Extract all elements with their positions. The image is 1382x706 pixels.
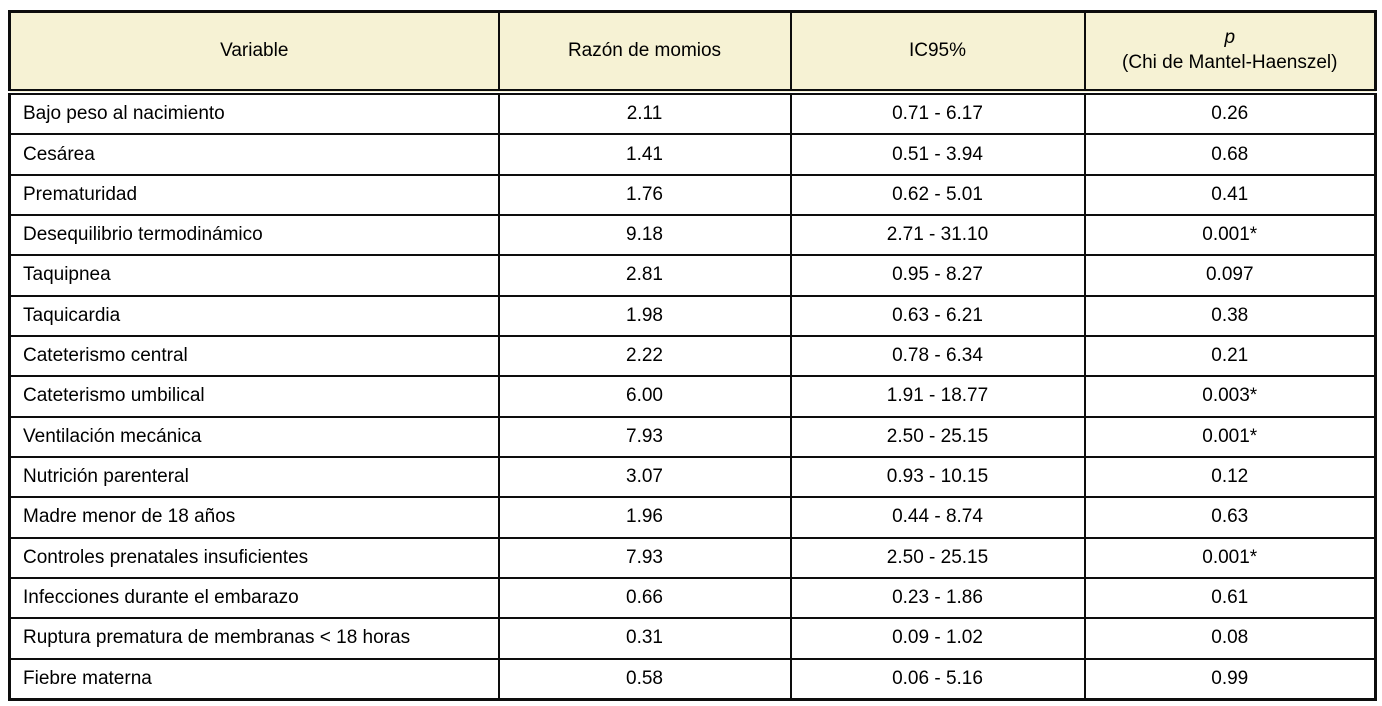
variable-cell: Infecciones durante el embarazo	[8, 576, 500, 620]
variable-cell: Controles prenatales insuficientes	[8, 536, 500, 579]
odds-ratio-cell: 2.11	[497, 90, 792, 136]
variable-cell: Ruptura prematura de membranas < 18 hora…	[8, 617, 500, 660]
header-ci: IC95%	[789, 10, 1086, 95]
table-row: Infecciones durante el embarazo 0.66 0.2…	[8, 576, 1377, 620]
variable-cell: Prematuridad	[8, 173, 500, 217]
variable-cell: Cateterismo central	[8, 334, 500, 378]
table-body: Bajo peso al nacimiento 2.11 0.71 - 6.17…	[8, 90, 1377, 701]
odds-ratio-cell: 7.93	[497, 415, 792, 458]
header-p-symbol: p	[1224, 27, 1236, 49]
table-row: Taquicardia 1.98 0.63 - 6.21 0.38	[8, 294, 1377, 337]
header-variable: Variable	[8, 10, 500, 95]
header-p-test-name: (Chi de Mantel-Haenszel)	[1122, 52, 1338, 73]
table-row: Taquipnea 2.81 0.95 - 8.27 0.097	[8, 254, 1377, 297]
table-row: Desequilibrio termodinámico 9.18 2.71 - …	[8, 213, 1377, 257]
p-value-cell: 0.003*	[1083, 375, 1377, 418]
ci-cell: 0.44 - 8.74	[789, 496, 1086, 539]
p-value-cell: 0.99	[1083, 657, 1377, 701]
variable-cell: Nutrición parenteral	[8, 455, 500, 499]
ci-cell: 1.91 - 18.77	[789, 375, 1086, 418]
p-value-cell: 0.12	[1083, 455, 1377, 499]
p-value-cell: 0.38	[1083, 294, 1377, 337]
ci-cell: 0.09 - 1.02	[789, 617, 1086, 660]
odds-ratio-cell: 1.98	[497, 294, 792, 337]
odds-ratio-cell: 2.22	[497, 334, 792, 378]
table-row: Cateterismo umbilical 6.00 1.91 - 18.77 …	[8, 375, 1377, 418]
p-value-cell: 0.26	[1083, 90, 1377, 136]
table-row: Ruptura prematura de membranas < 18 hora…	[8, 617, 1377, 660]
p-value-cell: 0.001*	[1083, 536, 1377, 579]
p-value-cell: 0.41	[1083, 173, 1377, 217]
ci-cell: 2.50 - 25.15	[789, 415, 1086, 458]
variable-cell: Cateterismo umbilical	[8, 375, 500, 418]
variable-cell: Madre menor de 18 años	[8, 496, 500, 539]
header-odds-ratio: Razón de momios	[497, 10, 792, 95]
p-value-cell: 0.68	[1083, 133, 1377, 176]
table-row: Nutrición parenteral 3.07 0.93 - 10.15 0…	[8, 455, 1377, 499]
p-value-cell: 0.21	[1083, 334, 1377, 378]
ci-cell: 2.50 - 25.15	[789, 536, 1086, 579]
odds-ratio-cell: 0.58	[497, 657, 792, 701]
ci-cell: 2.71 - 31.10	[789, 213, 1086, 257]
table-row: Cateterismo central 2.22 0.78 - 6.34 0.2…	[8, 334, 1377, 378]
table-row: Controles prenatales insuficientes 7.93 …	[8, 536, 1377, 579]
p-value-cell: 0.61	[1083, 576, 1377, 620]
odds-ratio-cell: 2.81	[497, 254, 792, 297]
table-row: Ventilación mecánica 7.93 2.50 - 25.15 0…	[8, 415, 1377, 458]
p-value-cell: 0.001*	[1083, 213, 1377, 257]
ci-cell: 0.93 - 10.15	[789, 455, 1086, 499]
variable-cell: Ventilación mecánica	[8, 415, 500, 458]
p-value-cell: 0.001*	[1083, 415, 1377, 458]
ci-cell: 0.71 - 6.17	[789, 90, 1086, 136]
ci-cell: 0.78 - 6.34	[789, 334, 1086, 378]
ci-cell: 0.23 - 1.86	[789, 576, 1086, 620]
table-row: Fiebre materna 0.58 0.06 - 5.16 0.99	[8, 657, 1377, 701]
odds-ratio-cell: 1.41	[497, 133, 792, 176]
table-row: Cesárea 1.41 0.51 - 3.94 0.68	[8, 133, 1377, 176]
variable-cell: Cesárea	[8, 133, 500, 176]
odds-ratio-cell: 9.18	[497, 213, 792, 257]
table-row: Bajo peso al nacimiento 2.11 0.71 - 6.17…	[8, 90, 1377, 136]
table-header: Variable Razón de momios IC95% p (Chi de…	[8, 10, 1377, 95]
odds-ratio-cell: 1.76	[497, 173, 792, 217]
header-p-value: p (Chi de Mantel-Haenszel)	[1083, 10, 1377, 95]
odds-ratio-cell: 6.00	[497, 375, 792, 418]
p-value-cell: 0.08	[1083, 617, 1377, 660]
p-value-cell: 0.63	[1083, 496, 1377, 539]
odds-ratio-cell: 0.66	[497, 576, 792, 620]
odds-ratio-cell: 1.96	[497, 496, 792, 539]
variable-cell: Fiebre materna	[8, 657, 500, 701]
variable-cell: Taquipnea	[8, 254, 500, 297]
ci-cell: 0.06 - 5.16	[789, 657, 1086, 701]
odds-ratio-cell: 7.93	[497, 536, 792, 579]
variable-cell: Taquicardia	[8, 294, 500, 337]
table-row: Prematuridad 1.76 0.62 - 5.01 0.41	[8, 173, 1377, 217]
p-value-cell: 0.097	[1083, 254, 1377, 297]
odds-ratio-cell: 3.07	[497, 455, 792, 499]
variable-cell: Desequilibrio termodinámico	[8, 213, 500, 257]
ci-cell: 0.95 - 8.27	[789, 254, 1086, 297]
ci-cell: 0.51 - 3.94	[789, 133, 1086, 176]
odds-ratio-cell: 0.31	[497, 617, 792, 660]
ci-cell: 0.63 - 6.21	[789, 294, 1086, 337]
results-table: Variable Razón de momios IC95% p (Chi de…	[8, 10, 1377, 701]
header-row: Variable Razón de momios IC95% p (Chi de…	[8, 10, 1377, 95]
ci-cell: 0.62 - 5.01	[789, 173, 1086, 217]
variable-cell: Bajo peso al nacimiento	[8, 90, 500, 136]
table-row: Madre menor de 18 años 1.96 0.44 - 8.74 …	[8, 496, 1377, 539]
